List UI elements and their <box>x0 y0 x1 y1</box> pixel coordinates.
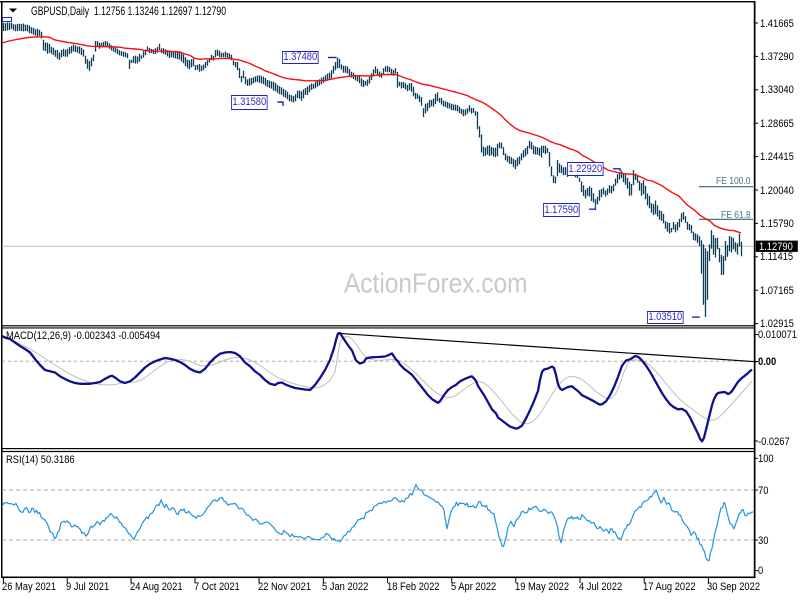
svg-text:ActionForex.com: ActionForex.com <box>344 267 528 299</box>
